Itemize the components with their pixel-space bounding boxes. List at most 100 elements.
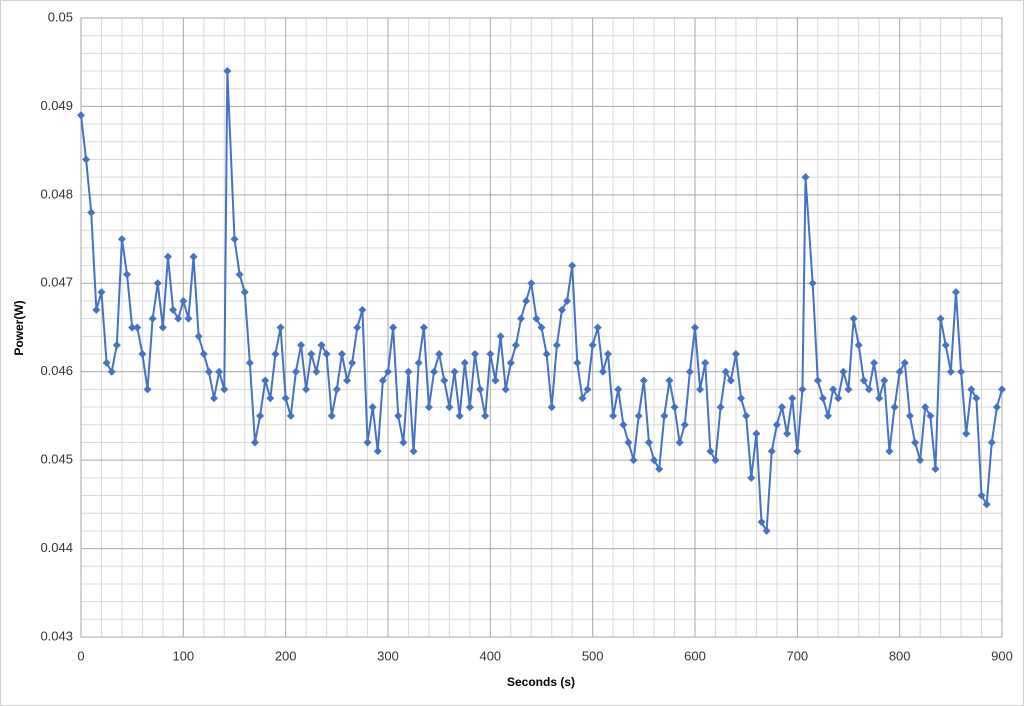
data-point: [465, 403, 474, 412]
x-tick-label: 0: [77, 648, 84, 663]
data-point: [148, 314, 157, 323]
data-point: [363, 438, 372, 447]
data-point: [368, 403, 377, 412]
data-point: [506, 358, 515, 367]
data-point: [864, 385, 873, 394]
data-point: [445, 403, 454, 412]
y-tick-label: 0.045: [40, 452, 73, 467]
data-point: [522, 296, 531, 305]
data-point: [737, 394, 746, 403]
data-point: [286, 411, 295, 420]
data-point: [291, 367, 300, 376]
data-point: [777, 403, 786, 412]
data-point: [174, 314, 183, 323]
data-point: [854, 341, 863, 350]
data-point: [527, 279, 536, 288]
data-point: [972, 394, 981, 403]
data-point: [404, 367, 413, 376]
data-point: [870, 358, 879, 367]
data-point: [716, 403, 725, 412]
data-point: [491, 376, 500, 385]
data-point: [389, 323, 398, 332]
data-point: [399, 438, 408, 447]
data-point: [153, 279, 162, 288]
data-point: [660, 411, 669, 420]
data-point: [276, 323, 285, 332]
data-point: [256, 411, 265, 420]
data-point: [839, 367, 848, 376]
data-point: [378, 376, 387, 385]
data-point: [844, 385, 853, 394]
data-point: [680, 420, 689, 429]
data-point: [609, 411, 618, 420]
data-point: [757, 518, 766, 527]
data-point: [998, 385, 1006, 394]
data-point: [138, 350, 147, 359]
data-point: [435, 350, 444, 359]
data-point: [655, 464, 664, 473]
data-point: [634, 411, 643, 420]
data-point: [302, 385, 311, 394]
x-tick-label: 900: [991, 648, 1013, 663]
data-point: [169, 305, 178, 314]
data-point: [916, 456, 925, 465]
y-axis-title: Power(W): [12, 300, 26, 355]
data-point: [322, 350, 331, 359]
data-point: [644, 438, 653, 447]
data-point: [353, 323, 362, 332]
data-point: [880, 376, 889, 385]
data-point: [440, 376, 449, 385]
data-point: [184, 314, 193, 323]
data-point: [624, 438, 633, 447]
data-point: [583, 385, 592, 394]
data-point: [92, 305, 101, 314]
data-point: [210, 394, 219, 403]
data-point: [414, 358, 423, 367]
data-point: [179, 296, 188, 305]
data-point: [424, 403, 433, 412]
data-point: [266, 394, 275, 403]
data-point: [517, 314, 526, 323]
data-point: [240, 288, 249, 297]
data-point: [808, 279, 817, 288]
y-tick-label: 0.046: [40, 363, 73, 378]
x-tick-label: 100: [172, 648, 194, 663]
data-point: [604, 350, 613, 359]
data-point: [931, 464, 940, 473]
data-point: [215, 367, 224, 376]
plot-border: [80, 17, 1003, 638]
data-point: [824, 411, 833, 420]
data-point: [348, 358, 357, 367]
data-point: [261, 376, 270, 385]
data-point: [895, 367, 904, 376]
data-point: [220, 385, 229, 394]
data-point: [926, 411, 935, 420]
data-point: [358, 305, 367, 314]
data-point: [701, 358, 710, 367]
data-point: [199, 350, 208, 359]
data-point: [511, 341, 520, 350]
data-point: [394, 411, 403, 420]
data-point: [762, 526, 771, 535]
data-point: [772, 420, 781, 429]
data-point: [230, 235, 239, 244]
data-point: [691, 323, 699, 332]
data-point: [875, 394, 884, 403]
data-point: [486, 350, 495, 359]
data-point: [619, 420, 628, 429]
data-point: [133, 323, 142, 332]
data-point: [977, 491, 986, 500]
data-point: [384, 367, 392, 376]
y-tick-label: 0.047: [40, 275, 73, 290]
data-point: [992, 403, 1001, 412]
data-point: [481, 411, 490, 420]
data-point: [470, 350, 479, 359]
data-point: [685, 367, 694, 376]
data-point: [675, 438, 684, 447]
data-point: [143, 385, 152, 394]
data-point: [859, 376, 868, 385]
data-point: [726, 376, 735, 385]
data-point: [419, 323, 428, 332]
data-point: [297, 341, 306, 350]
